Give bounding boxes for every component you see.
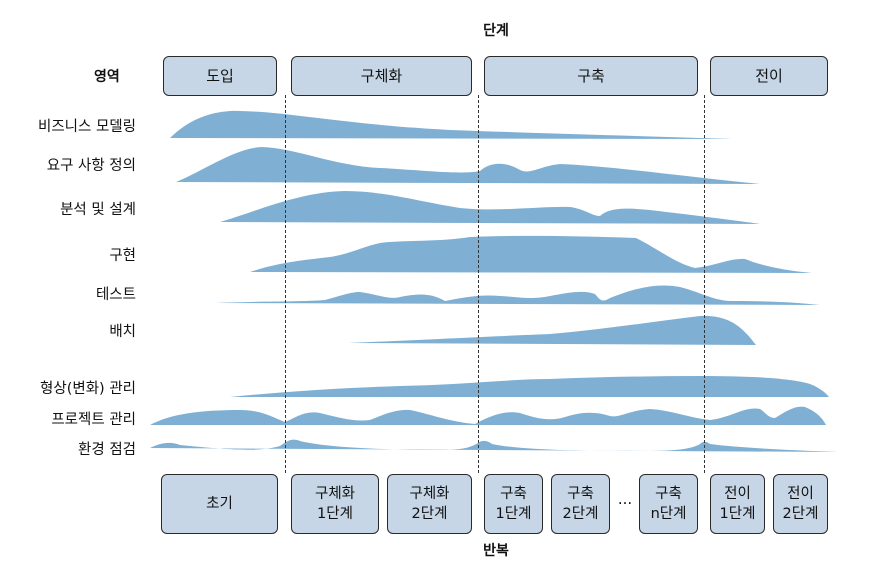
discipline-business-modeling: 비즈니스 모델링 (38, 119, 136, 135)
phase-elaboration-box: 구체화 (291, 56, 472, 96)
hump-deployment (348, 315, 756, 345)
area-label: 영역 (94, 69, 120, 85)
phase-construction-label: 구축 (577, 67, 605, 85)
iteration-construction-1: 구축 1단계 (484, 474, 543, 534)
iteration-construction-n-label: 구축 n단계 (650, 486, 687, 522)
discipline-deployment: 배치 (109, 324, 136, 340)
phase-inception-box: 도입 (163, 56, 277, 96)
discipline-implementation: 구현 (109, 248, 136, 264)
hump-project-management (150, 406, 826, 425)
phase-construction-box: 구축 (484, 56, 698, 96)
discipline-analysis-design: 분석 및 설계 (60, 202, 136, 218)
iteration-construction-1-label: 구축 1단계 (495, 486, 532, 522)
iteration-elaboration-2-label: 구체화 2단계 (409, 486, 450, 522)
divider-elaboration-construction (478, 95, 479, 473)
iteration-elaboration-1-label: 구체화 1단계 (314, 486, 356, 522)
discipline-test: 테스트 (95, 287, 136, 303)
iteration-elaboration-1: 구체화 1단계 (291, 474, 379, 534)
hump-configuration-management (230, 376, 829, 397)
iteration-transition-2: 전이 2단계 (773, 474, 828, 534)
hump-business-modeling (170, 110, 733, 139)
hump-test (215, 285, 820, 305)
iteration-transition-2-label: 전이 2단계 (782, 486, 819, 522)
iteration-transition-1-label: 전이 1단계 (719, 486, 756, 522)
phase-transition-label: 전이 (755, 67, 783, 85)
iteration-elaboration-2: 구체화 2단계 (387, 474, 472, 534)
iteration-transition-1: 전이 1단계 (710, 474, 765, 534)
phase-elaboration-label: 구체화 (360, 67, 403, 85)
iteration-initial: 초기 (161, 474, 278, 534)
discipline-requirements: 요구 사항 정의 (46, 158, 136, 174)
iterations-title: 반복 (483, 543, 509, 559)
phases-title: 단계 (483, 23, 509, 39)
discipline-project-management: 프로젝트 관리 (51, 412, 136, 428)
discipline-environment: 환경 점검 (78, 442, 136, 458)
hump-implementation (250, 235, 812, 273)
iteration-initial-label: 초기 (206, 496, 233, 512)
iteration-construction-n: 구축 n단계 (639, 474, 698, 534)
hump-requirements (176, 147, 760, 184)
phase-transition-box: 전이 (710, 56, 828, 96)
hump-analysis-design (220, 191, 760, 224)
divider-inception-elaboration (285, 95, 286, 473)
phase-inception-label: 도입 (206, 67, 234, 85)
iteration-construction-2: 구축 2단계 (551, 474, 610, 534)
hump-environment (150, 439, 838, 452)
iteration-construction-2-label: 구축 2단계 (562, 486, 599, 522)
discipline-configuration-management: 형상(변화) 관리 (40, 381, 136, 397)
divider-construction-transition (704, 95, 705, 473)
iteration-ellipsis: ... (617, 490, 633, 508)
